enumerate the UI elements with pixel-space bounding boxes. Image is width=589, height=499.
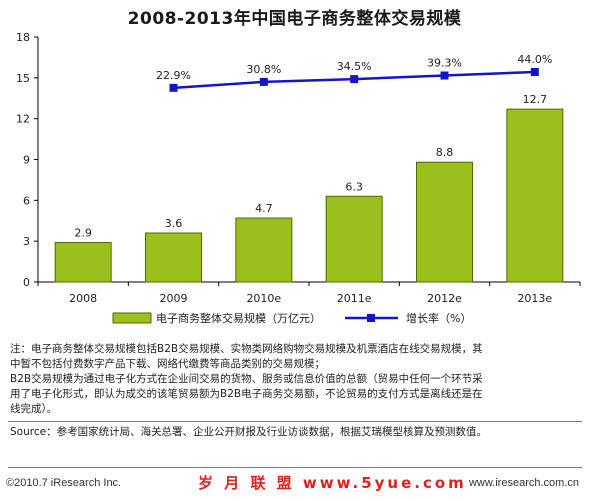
chart-title: 2008-2013年中国电子商务整体交易规模 (127, 9, 462, 29)
footnote-line: 线完成）。 (10, 403, 58, 415)
bar (325, 195, 383, 283)
growth-value-label: 44.0% (517, 53, 552, 66)
bar-value-label: 12.7 (523, 93, 548, 106)
y-tick-label: 9 (23, 154, 30, 167)
bar (54, 242, 112, 283)
bar (416, 161, 473, 283)
divider (8, 467, 582, 468)
copyright: ©2010.7 iResearch Inc. (6, 477, 122, 489)
footnote-line: 用了电子化形式，即认为成交的该笔贸易额为B2B电子商务交易额，不论贸易的支付方式… (10, 388, 483, 400)
x-tick-label: 2011e (337, 292, 372, 305)
bar (145, 232, 202, 283)
bar-value-label: 8.8 (436, 146, 454, 159)
growth-marker (530, 68, 539, 76)
bar (235, 217, 293, 283)
bar-value-label: 6.3 (345, 180, 363, 193)
divider (8, 421, 582, 422)
y-tick-label: 6 (23, 194, 30, 207)
legend-label-bar: 电子商务整体交易规模（万亿元） (156, 311, 321, 325)
x-tick-label: 2008 (69, 292, 97, 305)
growth-marker (440, 71, 449, 80)
source-note: Source：参考国家统计局、海关总署、企业公开财报及行业访谈数据，根据艾瑞模型… (10, 426, 488, 438)
legend-swatch-marker (367, 314, 375, 322)
y-tick-label: 15 (16, 72, 30, 85)
growth-marker (350, 75, 359, 84)
x-tick-label: 2012e (427, 292, 462, 305)
growth-marker (259, 77, 268, 86)
footnote-line: 注：电子商务整体交易规模包括B2B交易规模、实物类网络购物交易规模及机票酒店在线… (10, 343, 483, 355)
y-tick-label: 12 (16, 113, 30, 126)
chart: 0 3 6 9 12 15 18 2008 2009 2010e 2011e 2012e 2013e 2.… (16, 31, 581, 325)
footnote: 注：电子商务整体交易规模包括B2B交易规模、实物类网络购物交易规模及机票酒店在线… (10, 342, 582, 417)
y-tick-label: 18 (16, 31, 30, 44)
y-tick-label: 0 (23, 276, 30, 289)
website-link[interactable]: www.iresearch.com.cn (468, 477, 579, 489)
legend-label-line: 增长率（%） (406, 311, 471, 325)
footnote-line: 中暂不包括付费数字产品下载、网络代缴费等商品类别的交易规模； (10, 358, 325, 370)
growth-value-label: 22.9% (156, 69, 191, 82)
x-tick-label: 2009 (160, 292, 188, 305)
growth-marker (169, 83, 178, 92)
footnote-line: B2B交易规模为通过电子化方式在企业间交易的货物、服务或信息价值的总额（贸易中任… (10, 373, 483, 385)
bar-value-label: 3.6 (165, 217, 183, 230)
bar (506, 108, 564, 283)
y-tick-label: 3 (23, 235, 30, 248)
growth-value-label: 34.5% (337, 60, 372, 73)
growth-value-label: 30.8% (246, 63, 281, 76)
bar-value-label: 4.7 (255, 202, 273, 215)
x-tick-label: 2013e (517, 292, 552, 305)
watermark: 岁 月 联 盟 www.5yue.com (198, 474, 467, 492)
growth-value-label: 39.3% (427, 57, 462, 70)
bar-value-label: 2.9 (74, 227, 92, 240)
x-tick-label: 2010e (246, 292, 281, 305)
legend-swatch-bar (112, 312, 152, 324)
